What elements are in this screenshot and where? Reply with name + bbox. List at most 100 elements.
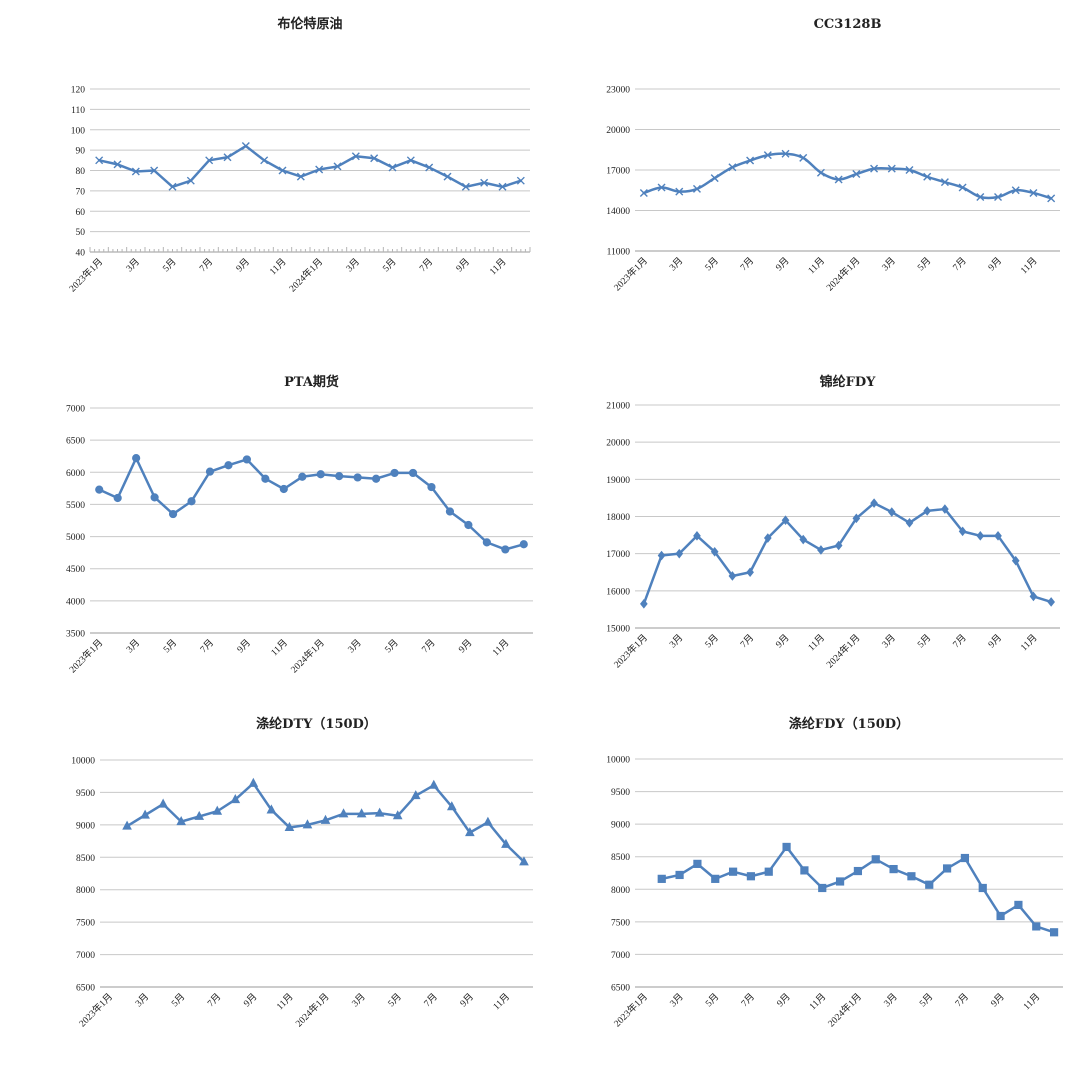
- y-tick-label: 9000: [76, 821, 95, 831]
- data-point: [1029, 591, 1038, 602]
- data-point: [923, 172, 932, 181]
- y-tick-label: 15000: [606, 625, 630, 635]
- data-point: [799, 534, 808, 545]
- y-tick-label: 100: [71, 126, 86, 136]
- y-tick-label: 80: [76, 167, 86, 177]
- data-point: [816, 168, 825, 177]
- data-point: [800, 866, 809, 875]
- x-tick-label: 3月: [124, 256, 142, 274]
- data-point: [443, 172, 452, 181]
- data-point: [710, 547, 719, 557]
- x-tick-label: 5月: [383, 637, 401, 655]
- x-tick-label: 9月: [989, 991, 1007, 1009]
- y-tick-label: 110: [71, 106, 85, 116]
- x-tick-label: 7月: [739, 991, 757, 1009]
- x-tick-label: 5月: [915, 255, 933, 273]
- y-tick-label: 50: [76, 228, 86, 238]
- data-point: [205, 467, 215, 476]
- chart-title: 涤纶DTY（150D）: [256, 716, 377, 732]
- data-point: [315, 165, 324, 174]
- data-point: [150, 166, 159, 175]
- x-tick-label: 3月: [882, 991, 900, 1009]
- x-tick-label: 2024年1月: [825, 991, 864, 1030]
- data-point: [284, 821, 295, 831]
- data-point: [746, 567, 754, 578]
- y-tick-label: 20000: [606, 126, 630, 136]
- x-tick-label: 7月: [951, 255, 969, 273]
- data-point: [1011, 186, 1020, 195]
- data-point: [852, 513, 861, 524]
- data-point: [852, 170, 861, 179]
- data-point: [1047, 597, 1055, 607]
- data-point: [817, 545, 825, 555]
- data-point: [834, 175, 843, 184]
- data-point: [940, 178, 949, 187]
- y-tick-label: 7000: [611, 951, 630, 961]
- data-point: [675, 187, 684, 196]
- data-point: [799, 153, 808, 162]
- data-point: [374, 807, 385, 817]
- y-tick-label: 9500: [611, 788, 630, 798]
- x-tick-label: 7月: [422, 991, 440, 1009]
- x-tick-label: 2023年1月: [611, 255, 650, 294]
- x-tick-label: 5月: [703, 255, 721, 273]
- data-point: [905, 518, 914, 528]
- data-point: [942, 864, 952, 873]
- data-point: [335, 472, 344, 481]
- x-tick-label: 2023年1月: [611, 991, 650, 1030]
- y-tick-label: 7000: [76, 951, 95, 961]
- chart-cc3128b: CC3128B 11000 14000 17000 20000 23000 2023年1月 3…: [540, 0, 1080, 340]
- x-tick-label: 9月: [235, 637, 253, 655]
- x-tick-label: 11月: [807, 991, 828, 1012]
- data-point: [132, 454, 141, 463]
- chart-title: 涤纶FDY（150D）: [789, 716, 909, 732]
- x-tick-label: 5月: [918, 991, 936, 1009]
- data-point: [186, 176, 195, 185]
- x-tick-label: 7月: [738, 632, 756, 650]
- data-point: [941, 504, 949, 514]
- data-point: [242, 455, 251, 464]
- data-point: [978, 883, 987, 893]
- data-point: [113, 493, 122, 503]
- x-tick-label: 5月: [386, 991, 404, 1009]
- data-point: [782, 842, 791, 852]
- data-point: [519, 540, 528, 549]
- x-tick-label: 11月: [268, 256, 289, 277]
- data-point: [692, 184, 701, 193]
- data-point: [710, 174, 719, 183]
- x-tick-label: 9月: [457, 637, 475, 655]
- data-point: [260, 156, 269, 165]
- data-point: [905, 166, 914, 174]
- x-tick-label: 11月: [490, 637, 511, 658]
- x-tick-label: 2024年1月: [293, 991, 332, 1030]
- data-point: [728, 867, 738, 876]
- y-tick-label: 7500: [611, 918, 630, 928]
- y-tick-label: 4500: [66, 565, 85, 575]
- y-tick-label: 8000: [611, 886, 630, 896]
- data-point: [994, 531, 1002, 541]
- x-tick-label: 7月: [417, 256, 435, 274]
- x-tick-label: 11月: [491, 991, 512, 1012]
- x-tick-label: 11月: [488, 256, 509, 277]
- data-point: [176, 816, 187, 826]
- y-tick-label: 16000: [606, 587, 630, 597]
- data-point: [187, 497, 196, 506]
- y-tick-label: 5000: [66, 533, 85, 543]
- x-tick-label: 7月: [953, 991, 971, 1009]
- data-point: [370, 154, 379, 163]
- x-tick-label: 5月: [915, 632, 933, 650]
- y-tick-label: 120: [71, 86, 86, 96]
- data-point: [248, 777, 259, 787]
- x-tick-label: 7月: [198, 637, 216, 655]
- x-tick-label: 7月: [738, 255, 756, 273]
- chart-title: PTA期货: [284, 374, 339, 390]
- data-point: [501, 545, 510, 554]
- data-point: [230, 794, 241, 804]
- data-point: [296, 172, 305, 181]
- data-point: [834, 540, 843, 551]
- chart-brent: 布伦特原油 40 50 60 70 80 90 100 110 120 2023年1月 3月 5月 7月 9…: [0, 0, 540, 340]
- data-point: [464, 520, 473, 530]
- data-point: [212, 805, 223, 815]
- y-tick-label: 10000: [71, 757, 95, 767]
- y-tick-label: 9000: [611, 821, 630, 831]
